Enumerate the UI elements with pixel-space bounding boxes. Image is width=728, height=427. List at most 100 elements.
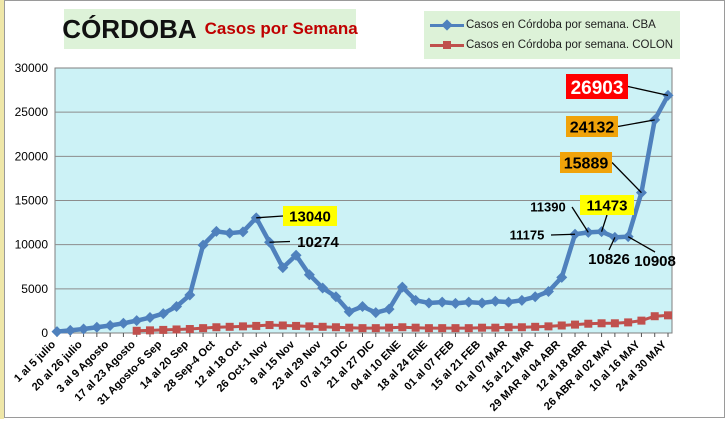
data-point-colon bbox=[358, 324, 367, 333]
data-point-cba bbox=[330, 291, 342, 303]
data-point-colon bbox=[491, 323, 500, 332]
data-point-colon bbox=[385, 323, 394, 332]
data-point-cba bbox=[396, 281, 408, 293]
data-point-cba bbox=[290, 249, 302, 261]
data-point-cba bbox=[370, 307, 382, 319]
data-point-colon bbox=[172, 325, 181, 334]
annotation-leader bbox=[617, 119, 655, 128]
data-point-colon bbox=[252, 321, 261, 330]
data-point-colon bbox=[624, 318, 633, 327]
data-point-cba bbox=[224, 227, 236, 239]
data-point-cba bbox=[197, 239, 209, 251]
annotation-leader bbox=[256, 215, 284, 219]
annotation-value: 10908 bbox=[634, 253, 676, 270]
annotation-leader bbox=[627, 85, 669, 96]
data-point-colon bbox=[411, 323, 420, 332]
data-point-cba bbox=[436, 296, 448, 308]
data-point-cba bbox=[516, 294, 528, 306]
colon-square-icon bbox=[443, 41, 451, 49]
data-point-colon bbox=[557, 321, 566, 330]
cba-line-marker-icon bbox=[430, 19, 464, 31]
legend-label-cba: Casos en Córdoba por semana. CBA bbox=[466, 19, 656, 31]
data-point-colon bbox=[398, 323, 407, 332]
data-point-cba bbox=[277, 262, 289, 274]
annotation-leader bbox=[269, 240, 291, 243]
annotation-leader bbox=[611, 162, 642, 194]
data-point-colon bbox=[132, 326, 141, 335]
data-point-cba bbox=[449, 297, 461, 309]
data-point-cba bbox=[463, 296, 475, 308]
data-point-cba bbox=[237, 226, 249, 238]
annotation-value: 11175 bbox=[510, 228, 545, 243]
annotation-box bbox=[566, 116, 618, 137]
data-point-cba bbox=[503, 296, 515, 308]
annotation-leader bbox=[550, 233, 576, 236]
data-point-cba bbox=[423, 297, 435, 309]
y-tick-label: 10000 bbox=[15, 238, 49, 252]
data-point-cba bbox=[357, 301, 368, 312]
data-point-cba bbox=[144, 312, 156, 324]
data-point-colon bbox=[504, 323, 513, 332]
data-point-cba bbox=[556, 271, 568, 283]
data-point-cba bbox=[210, 225, 222, 237]
data-point-cba bbox=[343, 306, 355, 318]
data-point-colon bbox=[610, 319, 619, 328]
annotation-value: 13040 bbox=[289, 209, 331, 226]
data-point-cba bbox=[542, 285, 554, 297]
data-point-cba bbox=[410, 294, 422, 306]
data-point-colon bbox=[345, 323, 354, 332]
data-point-colon bbox=[438, 324, 447, 333]
annotation-box bbox=[580, 195, 634, 215]
data-point-colon bbox=[265, 321, 274, 330]
annotation-leader bbox=[608, 237, 616, 251]
data-point-colon bbox=[478, 323, 487, 332]
data-point-cba bbox=[171, 301, 183, 312]
annotation-box bbox=[560, 152, 612, 173]
data-point-colon bbox=[278, 321, 287, 330]
data-point-colon bbox=[451, 324, 460, 333]
cba-diamond-icon bbox=[441, 19, 453, 31]
data-point-cba bbox=[91, 321, 103, 333]
legend-label-colon: Casos en Córdoba por semana. COLON bbox=[466, 39, 674, 51]
annotation-leader bbox=[627, 236, 656, 253]
data-point-cba bbox=[78, 323, 90, 335]
legend-item-cba: Casos en Córdoba por semana. CBA bbox=[430, 17, 680, 33]
annotation-value: 11473 bbox=[587, 198, 628, 215]
data-point-colon bbox=[584, 319, 593, 328]
y-tick-label: 20000 bbox=[15, 149, 49, 163]
chart-title-main: CÓRDOBA bbox=[62, 13, 197, 44]
data-point-cba bbox=[157, 308, 169, 320]
data-point-cba bbox=[303, 269, 315, 281]
data-point-cba bbox=[529, 291, 541, 303]
data-point-colon bbox=[371, 324, 380, 333]
data-point-colon bbox=[159, 325, 168, 334]
data-point-cba bbox=[476, 297, 488, 309]
legend-item-colon: Casos en Córdoba por semana. COLON bbox=[430, 37, 680, 53]
annotation-value: 24132 bbox=[570, 120, 615, 137]
data-point-cba bbox=[64, 324, 76, 336]
annotation-value: 10274 bbox=[297, 234, 339, 251]
data-point-colon bbox=[292, 321, 301, 330]
data-point-cba bbox=[104, 319, 116, 331]
annotation-leader bbox=[600, 214, 608, 232]
annotation-box bbox=[566, 74, 628, 99]
y-tick-label: 25000 bbox=[15, 105, 49, 119]
data-point-colon bbox=[664, 311, 672, 320]
annotation-leader bbox=[571, 206, 589, 233]
data-point-cba bbox=[51, 326, 63, 338]
data-point-colon bbox=[238, 322, 247, 331]
annotation-value: 11390 bbox=[530, 200, 565, 215]
data-point-cba bbox=[489, 295, 501, 307]
data-point-colon bbox=[650, 312, 659, 321]
data-point-colon bbox=[597, 319, 606, 328]
data-point-colon bbox=[318, 322, 327, 331]
y-tick-label: 15000 bbox=[15, 194, 49, 208]
annotation-box bbox=[283, 206, 337, 226]
data-point-colon bbox=[331, 323, 340, 332]
y-tick-label: 5000 bbox=[21, 282, 48, 296]
data-point-colon bbox=[571, 320, 580, 329]
data-point-colon bbox=[185, 325, 194, 334]
annotation-value: 26903 bbox=[571, 78, 624, 99]
annotation-value: 10826 bbox=[588, 251, 630, 268]
